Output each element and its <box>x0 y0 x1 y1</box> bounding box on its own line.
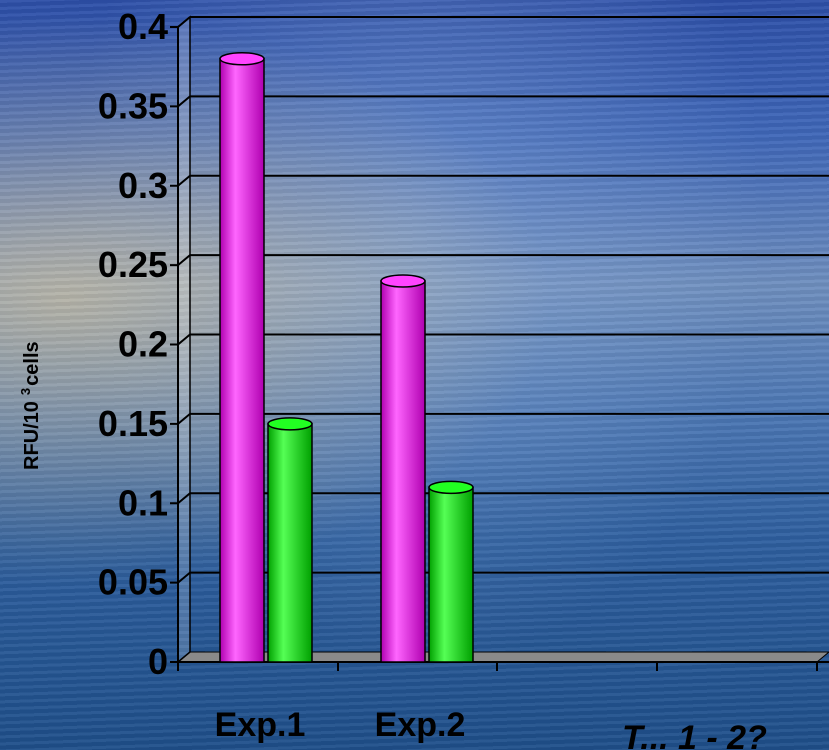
bar-top <box>380 274 426 288</box>
x-category-label: Exp.1 <box>215 706 306 744</box>
gridline-diagonal <box>177 333 191 346</box>
y-tick-label: 0.2 <box>118 324 168 365</box>
gridline-diagonal <box>177 95 191 108</box>
y-tick-label: 0.15 <box>98 403 168 444</box>
y-tick-label: 0.1 <box>118 482 168 523</box>
gridlines <box>177 16 829 584</box>
bar-top <box>267 417 313 431</box>
bar-body <box>267 423 313 663</box>
bar-top <box>428 480 474 495</box>
gridline-diagonal <box>177 16 191 28</box>
bar-body <box>380 280 426 663</box>
gridline-diagonal <box>177 254 191 266</box>
slide-footer-text: T... 1 - 2? <box>622 719 767 750</box>
gridline-diagonal <box>177 413 191 425</box>
bar-0-0 <box>219 52 265 663</box>
gridline-diagonal <box>177 492 191 505</box>
x-category-label: Exp.2 <box>375 706 466 744</box>
y-tick-label: 0.25 <box>98 244 168 285</box>
bar-body <box>219 58 265 663</box>
y-tick-label: 0.3 <box>118 165 168 206</box>
bar-1-1 <box>428 480 474 663</box>
y-tick-label: 0.05 <box>98 562 168 603</box>
y-axis-label-superscript: 3 <box>18 388 33 395</box>
y-tick-label: 0.35 <box>98 85 168 126</box>
bar-top <box>219 52 265 66</box>
bar-1-0 <box>380 274 426 663</box>
y-tick-label: 0.4 <box>118 6 168 47</box>
y-tick-labels: 0 0.05 0.1 0.15 0.2 0.25 0.3 0.35 0.4 <box>98 6 168 682</box>
y-tick-label: 0 <box>148 641 168 682</box>
bar-0-1 <box>267 417 313 663</box>
bars <box>219 52 474 663</box>
category-labels: Exp.1 Exp.2 <box>215 706 466 744</box>
gridline-diagonal <box>177 571 191 584</box>
y-axis-label-unit: cells <box>21 341 43 385</box>
bar-body <box>428 486 474 663</box>
y-axis-label: RFU/10 3 cells <box>18 341 43 470</box>
gridline-diagonal <box>177 174 191 187</box>
y-axis-label-base: RFU/10 <box>21 401 43 470</box>
